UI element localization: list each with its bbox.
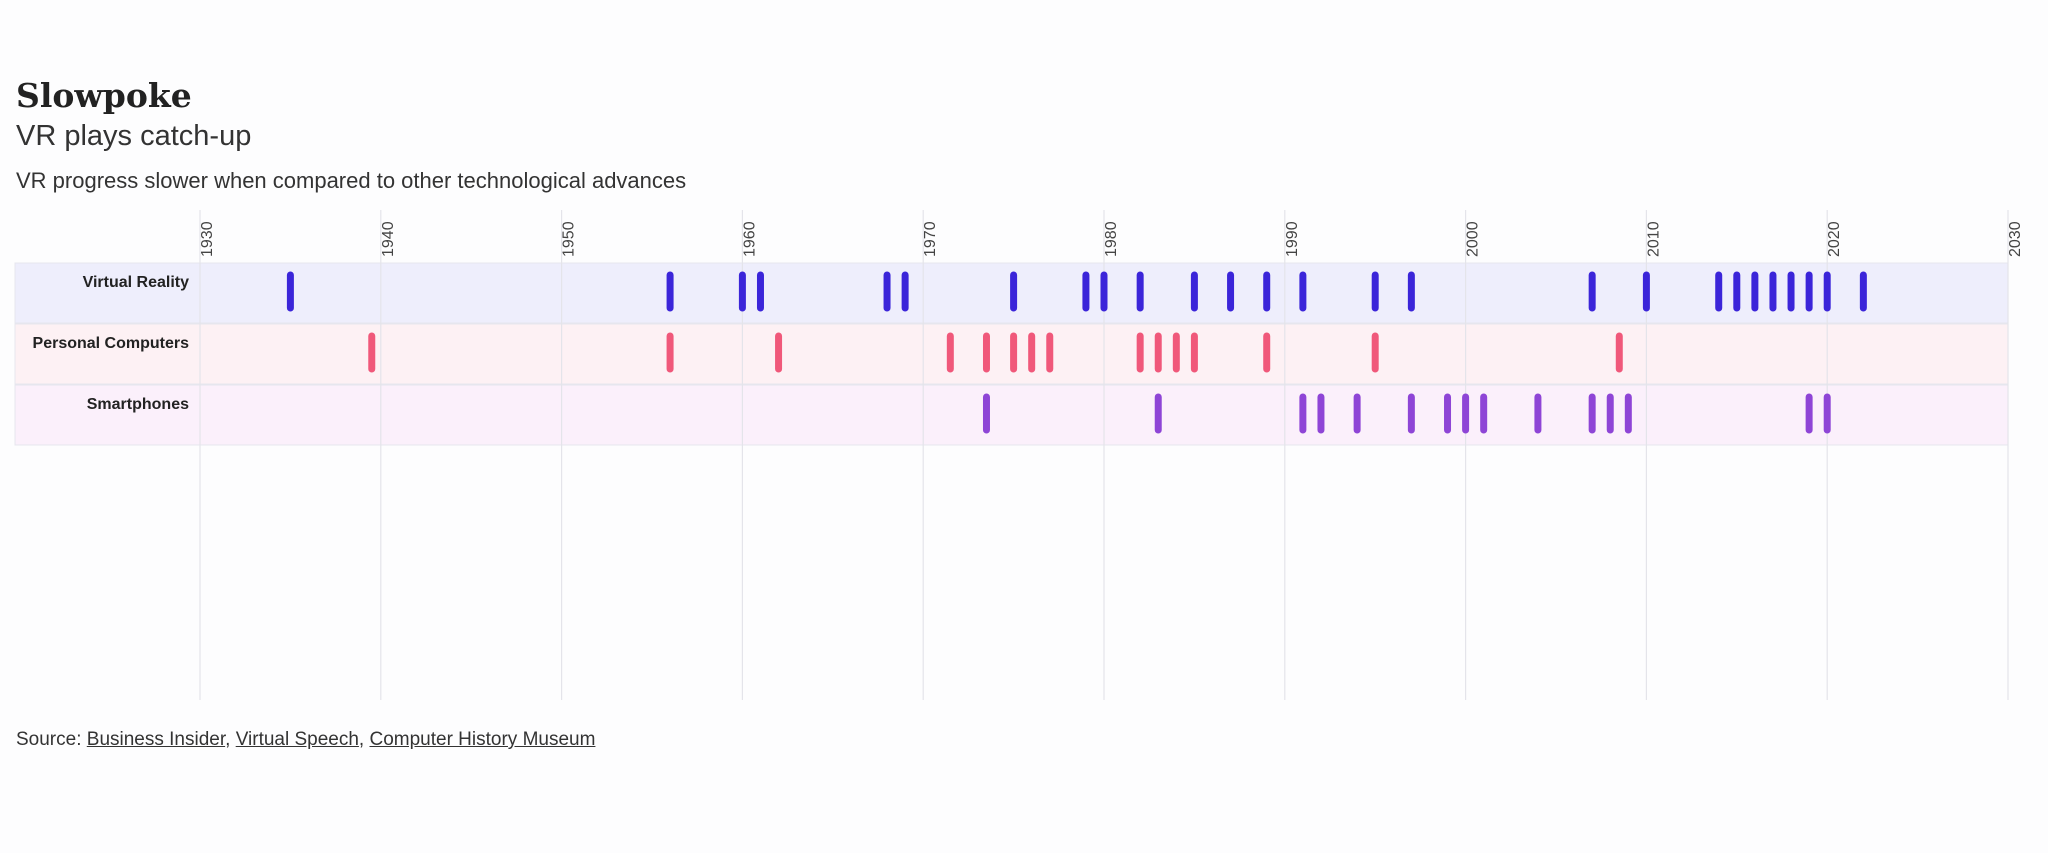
x-tick-label: 2000 [1465,221,1482,257]
source-link-computer-history-museum[interactable]: Computer History Museum [369,729,596,750]
timeline-chart: 1930 1940 1950 1960 1970 1980 1990 2000 2010 2020… [14,210,2024,700]
x-tick-label: 1940 [380,221,397,257]
x-tick-label: 1980 [1103,221,1120,257]
x-tick-label: 1930 [199,221,216,257]
chart-subtitle: VR plays catch-up [16,120,252,152]
event-marks [286,271,1867,434]
x-tick-label: 2020 [1826,221,1843,257]
chart-title: Slowpoke [16,76,192,115]
x-tick-label: 1990 [1284,221,1301,257]
source-link-virtual-speech[interactable]: Virtual Speech [235,729,359,750]
row-label: Personal Computers [33,335,190,352]
source-note: Source: Business Insider, Virtual Speech… [16,729,596,750]
x-axis-ticks: 1930 1940 1950 1960 1970 1980 1990 2000 2010 2020… [199,221,2024,257]
chart-description: VR progress slower when compared to othe… [16,168,687,193]
x-tick-label: 1950 [561,221,578,257]
x-tick-label: 2030 [2007,221,2024,257]
x-tick-label: 1970 [922,221,939,257]
row-label: Virtual Reality [83,274,190,291]
source-prefix: Source: [16,729,87,750]
row-labels: Virtual Reality Personal Computers Smartph… [33,274,190,413]
row-band-2 [14,384,2009,446]
row-label: Smartphones [87,396,189,413]
source-link-business-insider[interactable]: Business Insider [86,729,226,750]
x-tick-label: 2010 [1645,221,1662,257]
x-tick-label: 1960 [741,221,758,257]
